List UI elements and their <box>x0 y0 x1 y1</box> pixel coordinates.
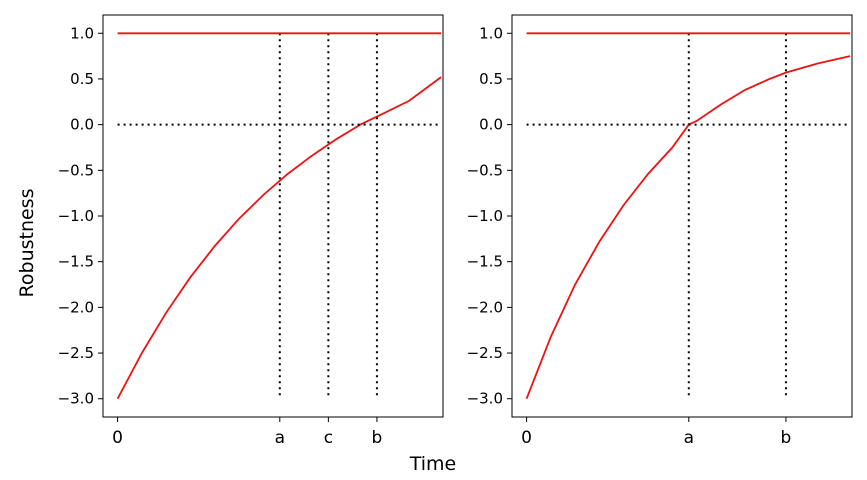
left-y-tick-label: −2.0 <box>58 298 94 316</box>
right-x-tick-label: a <box>684 428 694 448</box>
left-x-tick-label: b <box>372 428 383 448</box>
right-y-tick-label: 0.0 <box>479 116 503 134</box>
left-x-tick-label: a <box>275 428 285 448</box>
right-y-tick-label: −3.0 <box>467 390 503 408</box>
right-y-tick-label: 1.0 <box>479 24 503 42</box>
left-panel: 1.0 0.5 0.0 −0.5 −1.0 −1.5 −2.0 −2.5 −3.0 0 a c b <box>58 14 444 448</box>
right-y-tick-label: −2.5 <box>467 344 503 362</box>
right-x-tick-label: 0 <box>521 428 532 448</box>
left-y-tick-label: −0.5 <box>58 161 94 179</box>
right-series-line-1 <box>525 55 851 400</box>
right-x-tick-label: b <box>781 428 792 448</box>
y-axis-label: Robustness <box>16 189 38 298</box>
left-x-tick-label: c <box>324 428 333 448</box>
right-y-tick-label: −1.0 <box>467 207 503 225</box>
left-y-tick-label: 0.0 <box>70 116 94 134</box>
left-series-line-1 <box>116 76 442 400</box>
left-y-tick-label: −2.5 <box>58 344 94 362</box>
left-axes-frame <box>102 14 444 418</box>
right-y-tick-label: −1.5 <box>467 253 503 271</box>
right-y-tick-label: −0.5 <box>467 161 503 179</box>
left-y-tick-label: −1.0 <box>58 207 94 225</box>
x-axis-label: Time <box>409 453 457 475</box>
right-y-tick-label: 0.5 <box>479 70 503 88</box>
left-y-tick-label: 1.0 <box>70 24 94 42</box>
left-x-tick-label: 0 <box>112 428 123 448</box>
left-y-tick-label: 0.5 <box>70 70 94 88</box>
right-axes-frame <box>511 14 853 418</box>
left-y-tick-label: −1.5 <box>58 253 94 271</box>
right-y-tick-label: −2.0 <box>467 298 503 316</box>
right-panel: 1.0 0.5 0.0 −0.5 −1.0 −1.5 −2.0 −2.5 −3.0 0 a b <box>467 14 853 448</box>
left-y-tick-label: −3.0 <box>58 390 94 408</box>
